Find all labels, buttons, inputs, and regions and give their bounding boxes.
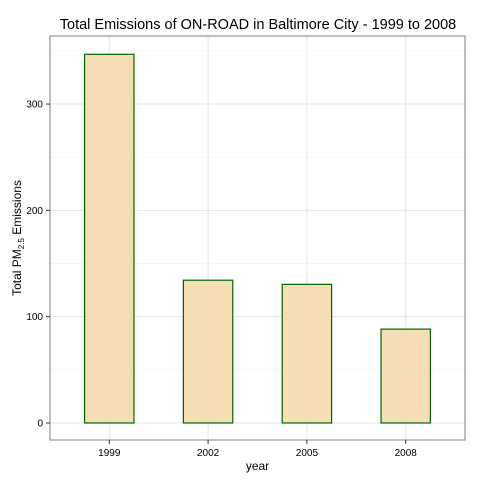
x-axis-title: year <box>246 459 269 473</box>
bar-2008 <box>380 328 432 424</box>
bar-2005 <box>281 283 333 424</box>
bar-2002 <box>182 279 234 424</box>
x-axis: 1999 2002 2005 2008 <box>98 440 417 459</box>
chart-title: Total Emissions of ON-ROAD in Baltimore … <box>60 17 456 33</box>
y-axis-title-subscript: 2.5 <box>17 238 26 250</box>
y-tick-label: 200 <box>26 206 43 217</box>
y-tick-label: 100 <box>26 312 43 323</box>
y-axis: 0 100 200 300 <box>26 100 50 429</box>
plot-panel <box>49 35 466 441</box>
bar-1999 <box>83 53 135 424</box>
x-tick-label: 2005 <box>296 448 319 459</box>
y-axis-title: Total PM2.5 Emissions <box>10 180 26 296</box>
y-tick-label: 0 <box>37 418 43 429</box>
y-axis-title-suffix: Emissions <box>10 180 24 238</box>
x-tick-label: 1999 <box>98 448 121 459</box>
x-tick-label: 2002 <box>197 448 220 459</box>
panel-border <box>49 35 466 441</box>
y-axis-title-prefix: Total PM <box>10 249 24 296</box>
x-tick-label: 2008 <box>395 448 418 459</box>
bars <box>83 53 432 424</box>
y-tick-label: 300 <box>26 100 43 111</box>
